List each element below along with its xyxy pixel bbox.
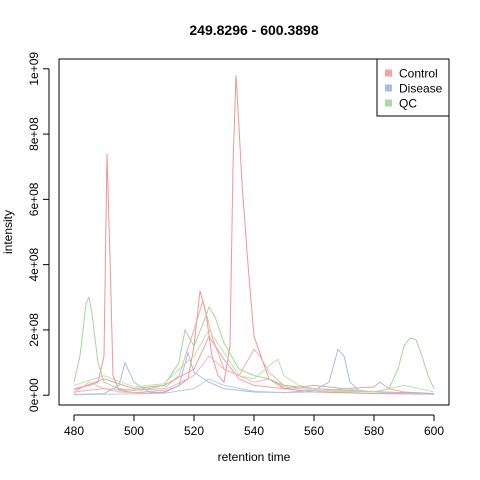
x-tick-label: 480	[64, 424, 84, 438]
x-tick-label: 500	[124, 424, 144, 438]
x-tick-label: 540	[244, 424, 264, 438]
series-line-control-1	[73, 75, 435, 395]
y-tick-label: 2e+08	[27, 313, 41, 347]
series-line-control-3	[73, 335, 435, 395]
series-line-disease-5	[73, 348, 435, 396]
chart-title: 249.8296 - 600.3898	[189, 22, 318, 38]
y-tick-label: 8e+08	[27, 117, 41, 151]
legend-label-disease: Disease	[399, 82, 443, 96]
x-tick-label: 560	[304, 424, 324, 438]
legend-swatch-qc	[385, 99, 392, 107]
x-tick-label: 600	[424, 424, 444, 438]
legend-label-qc: QC	[399, 97, 417, 111]
y-tick-label: 6e+08	[27, 182, 41, 216]
legend-swatch-control	[385, 69, 392, 77]
series-line-qc-7	[73, 295, 435, 393]
x-tick-label: 520	[184, 424, 204, 438]
y-tick-label: 0e+00	[27, 378, 41, 412]
series-line-qc-8	[73, 328, 435, 393]
axes-layer: 480 500 520 540 560 580 600 0e+00 2e+08 4e+08 6e+0…	[27, 52, 444, 438]
plot-frame	[58, 58, 450, 406]
series-layer	[73, 75, 435, 396]
y-tick-label: 4e+08	[27, 247, 41, 281]
x-axis-label: retention time	[218, 450, 291, 464]
legend-label-control: Control	[399, 67, 438, 81]
y-axis-label: intensity	[1, 210, 15, 254]
y-tick-label: 1e+09	[27, 52, 41, 86]
x-tick-label: 580	[364, 424, 384, 438]
legend-swatch-disease	[385, 84, 392, 92]
